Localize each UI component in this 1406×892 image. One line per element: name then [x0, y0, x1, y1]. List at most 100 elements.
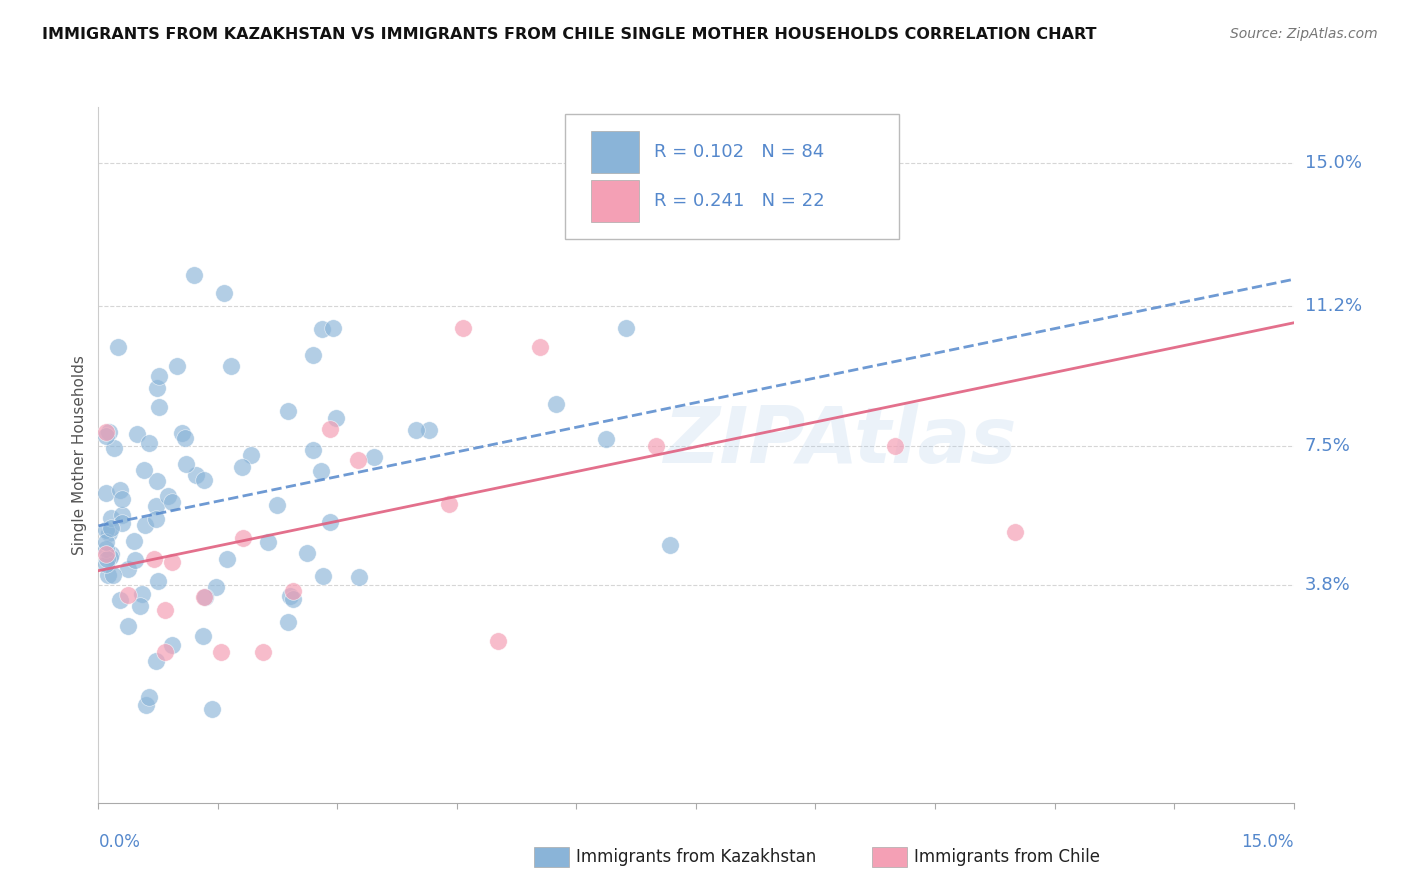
Point [544, 397, 567, 411]
Point [148, 400, 170, 414]
Point [100, 521, 122, 535]
Point [145, 500, 167, 514]
Point [160, 638, 183, 652]
Point [486, 634, 509, 648]
Point [131, 587, 153, 601]
Point [309, 464, 332, 478]
Text: ZIPAtlas: ZIPAtlas [662, 403, 1017, 479]
Point [97, 568, 120, 582]
Point [174, 431, 197, 445]
Point [101, 568, 124, 582]
Point [302, 348, 325, 362]
Y-axis label: Single Mother Households: Single Mother Households [72, 355, 87, 555]
Point [98, 425, 121, 439]
Point [138, 435, 160, 450]
Text: Immigrants from Kazakhstan: Immigrants from Kazakhstan [576, 848, 817, 866]
Point [110, 592, 132, 607]
Point [311, 322, 333, 336]
Point [1004, 524, 1026, 539]
Point [437, 497, 460, 511]
Point [96, 429, 118, 443]
Point [277, 403, 299, 417]
Point [347, 570, 370, 584]
Point [100, 547, 122, 561]
Point [319, 421, 342, 435]
Point [405, 423, 427, 437]
Point [277, 615, 299, 629]
Point [215, 552, 238, 566]
FancyBboxPatch shape [591, 131, 638, 173]
Point [138, 690, 160, 705]
Point [128, 599, 150, 613]
Point [283, 591, 305, 606]
Point [231, 459, 253, 474]
Point [124, 553, 146, 567]
Point [322, 321, 344, 335]
Point [347, 453, 370, 467]
Point [135, 698, 157, 712]
Point [160, 495, 183, 509]
Point [219, 359, 242, 373]
Text: Immigrants from Chile: Immigrants from Chile [914, 848, 1099, 866]
Point [145, 654, 167, 668]
Point [96, 486, 118, 500]
Point [145, 381, 167, 395]
Point [153, 603, 176, 617]
Point [96, 547, 118, 561]
Point [616, 321, 638, 335]
Text: 0.0%: 0.0% [98, 833, 141, 851]
Point [232, 531, 254, 545]
Point [96, 552, 118, 566]
Point [201, 702, 224, 716]
Point [191, 629, 214, 643]
Point [134, 517, 156, 532]
Point [252, 645, 274, 659]
Text: R = 0.241   N = 22: R = 0.241 N = 22 [654, 192, 825, 210]
Text: 11.2%: 11.2% [1305, 297, 1362, 316]
Point [884, 438, 907, 452]
Point [605, 202, 627, 216]
Point [266, 498, 288, 512]
Point [193, 473, 215, 487]
Point [659, 538, 682, 552]
Text: 15.0%: 15.0% [1305, 154, 1361, 172]
Point [212, 286, 235, 301]
Point [194, 590, 217, 604]
Point [295, 546, 318, 560]
Point [103, 441, 125, 455]
FancyBboxPatch shape [565, 114, 900, 239]
Point [183, 268, 205, 282]
Point [107, 340, 129, 354]
Point [529, 340, 551, 354]
Text: IMMIGRANTS FROM KAZAKHSTAN VS IMMIGRANTS FROM CHILE SINGLE MOTHER HOUSEHOLDS COR: IMMIGRANTS FROM KAZAKHSTAN VS IMMIGRANTS… [42, 27, 1097, 42]
Point [124, 534, 146, 549]
Point [453, 321, 475, 335]
Point [110, 483, 132, 498]
Point [240, 448, 263, 462]
Point [312, 569, 335, 583]
Point [186, 467, 208, 482]
Point [363, 450, 385, 465]
Point [145, 511, 167, 525]
Point [153, 645, 176, 659]
Point [319, 515, 342, 529]
Point [148, 368, 170, 383]
Text: R = 0.102   N = 84: R = 0.102 N = 84 [654, 144, 824, 161]
Point [418, 423, 440, 437]
Point [302, 443, 325, 458]
Point [645, 438, 668, 452]
Point [209, 645, 232, 659]
FancyBboxPatch shape [591, 180, 638, 222]
Point [166, 359, 188, 373]
Point [134, 463, 156, 477]
Point [98, 526, 121, 541]
Point [281, 583, 304, 598]
Point [127, 426, 149, 441]
Point [278, 589, 301, 603]
Point [96, 535, 118, 549]
Point [325, 410, 347, 425]
Point [96, 557, 118, 571]
Point [100, 510, 122, 524]
Point [172, 425, 194, 440]
Point [110, 516, 132, 530]
